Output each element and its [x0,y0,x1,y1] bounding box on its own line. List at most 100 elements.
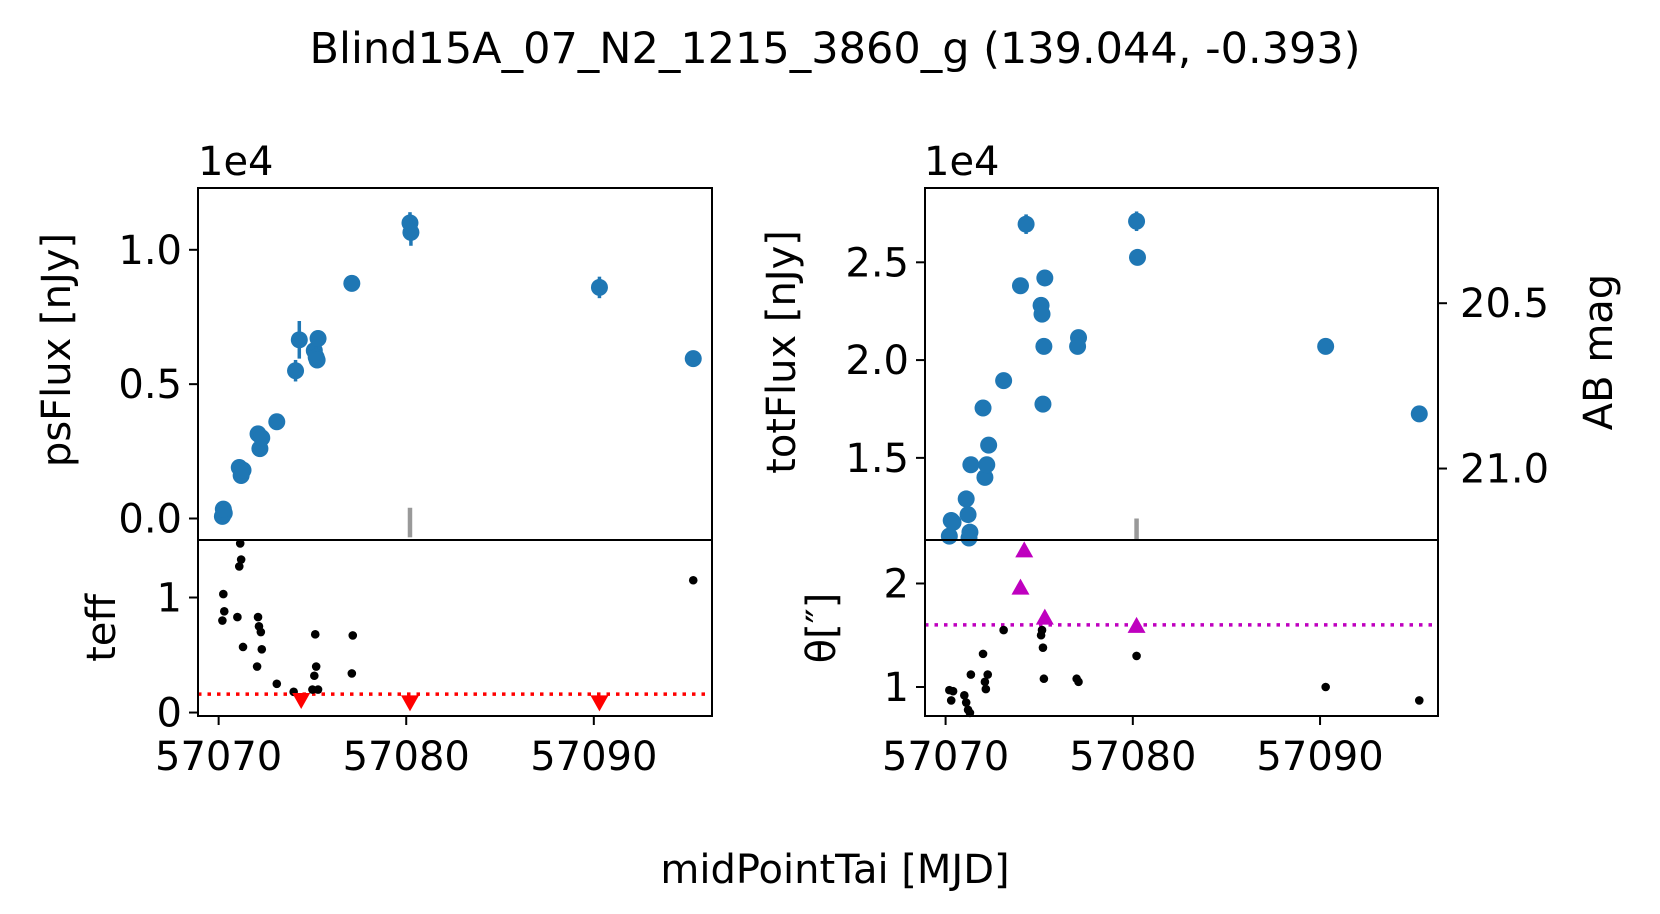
teff-point [234,562,244,571]
seeing-ylabel: θ[″] [799,593,845,664]
seeing-point [1038,643,1048,652]
totflux-point [980,436,998,454]
totflux-point [959,506,977,524]
teff-frame [197,539,713,717]
teff-point [257,644,267,654]
totflux-ytick-label: 2.5 [845,240,909,286]
totflux-point [1036,269,1054,287]
psflux-ytick-label: 0.5 [118,362,182,408]
teff-point [272,679,282,689]
totflux-y2label: AB mag [1576,274,1622,430]
teff-point [310,630,320,639]
psflux-point [684,350,702,368]
psflux-ytick-label: 0.0 [118,497,182,543]
teff-point [236,555,246,564]
teff-point [219,607,229,616]
figure-xlabel: midPointTai [MJD] [660,847,1009,893]
psflux-point [402,223,420,241]
seeing-point [946,696,956,705]
psflux-point [290,331,308,349]
psflux-point [309,329,327,347]
teff-limit-marker [292,693,311,710]
totflux-point [944,513,962,531]
seeing-flagged-marker [1011,578,1030,595]
totflux-point [995,372,1013,390]
totflux-point [1317,337,1335,355]
seeing-point [1037,625,1047,635]
seeing-flagged-marker [1015,541,1034,558]
seeing-xtick-label: 57080 [1069,734,1196,780]
seeing-flagged-marker [1127,616,1146,633]
teff-point [253,612,263,622]
totflux-point [1129,248,1147,266]
totflux-point [1017,215,1035,233]
totflux-offset-text: 1e4 [924,139,1000,185]
totflux-point [1035,337,1053,355]
figure-title: Blind15A_07_N2_1215_3860_g (139.044, -0.… [310,24,1361,74]
teff-ytick-label: 0 [157,691,182,737]
seeing-point [999,625,1008,635]
psflux-offset-text: 1e4 [198,139,274,185]
totflux-point [1410,405,1428,423]
seeing-point [1414,696,1424,705]
seeing-point [981,684,991,694]
teff-point [218,616,227,625]
psflux-point [287,362,305,380]
teff-point [238,642,248,652]
seeing-point [948,686,958,696]
teff-xtick-label: 57080 [343,734,470,780]
seeing-xtick-label: 57070 [882,734,1009,780]
seeing-xtick-label: 57090 [1256,734,1383,780]
psflux-point [234,461,252,479]
totflux-ytick-label: 1.5 [845,436,909,482]
seeing-point [1132,651,1141,661]
teff-point [313,685,323,694]
seeing-ytick-label: 2 [884,561,909,607]
totflux-point [1033,305,1051,323]
totflux-panel: 1e4 totFlux [nJy] AB mag 1.5 2.0 2.5 20.5 21… [759,139,1622,547]
seeing-panel: θ[″] 1 2 57070 57080 57090 [799,539,1439,780]
teff-panel: teff 0 1 57070 57080 57090 [79,539,713,780]
teff-xtick-label: 57090 [530,734,657,780]
psflux-point [343,274,361,292]
psflux-ytick-label: 1.0 [118,228,182,274]
teff-xtick-label: 57070 [155,734,282,780]
psflux-point [590,278,608,296]
seeing-ytick-label: 1 [884,665,909,711]
totflux-ytick-label: 2.0 [845,338,909,384]
totflux-point [1128,212,1146,230]
seeing-frame [924,539,1439,717]
totflux-point [962,456,980,474]
seeing-point [960,690,969,700]
seeing-point [980,677,990,687]
seeing-point [1074,677,1083,687]
psflux-point [214,500,232,518]
seeing-point [1321,682,1330,692]
teff-point [348,631,358,640]
teff-point [233,612,242,622]
teff-point [688,575,698,585]
totflux-point [978,456,996,474]
totflux-point [1011,277,1029,295]
teff-ylabel: teff [79,593,125,662]
teff-point [252,662,262,671]
teff-point [219,589,228,599]
teff-point [310,671,319,681]
totflux-point [976,468,994,486]
teff-point [256,627,266,637]
totflux-point [974,399,992,417]
teff-point [235,539,245,548]
teff-point [347,669,357,678]
teff-point [311,662,321,671]
totflux-point [1034,395,1052,413]
seeing-point [961,698,971,707]
seeing-point [1039,674,1049,684]
psflux-ylabel: psFlux [nJy] [34,233,80,467]
teff-limit-marker [400,695,419,712]
totflux-y2tick-label: 21.0 [1460,447,1549,493]
psflux-point [253,429,271,447]
psflux-point [268,413,286,431]
teff-ytick-label: 1 [157,576,182,622]
psflux-point [308,351,326,369]
